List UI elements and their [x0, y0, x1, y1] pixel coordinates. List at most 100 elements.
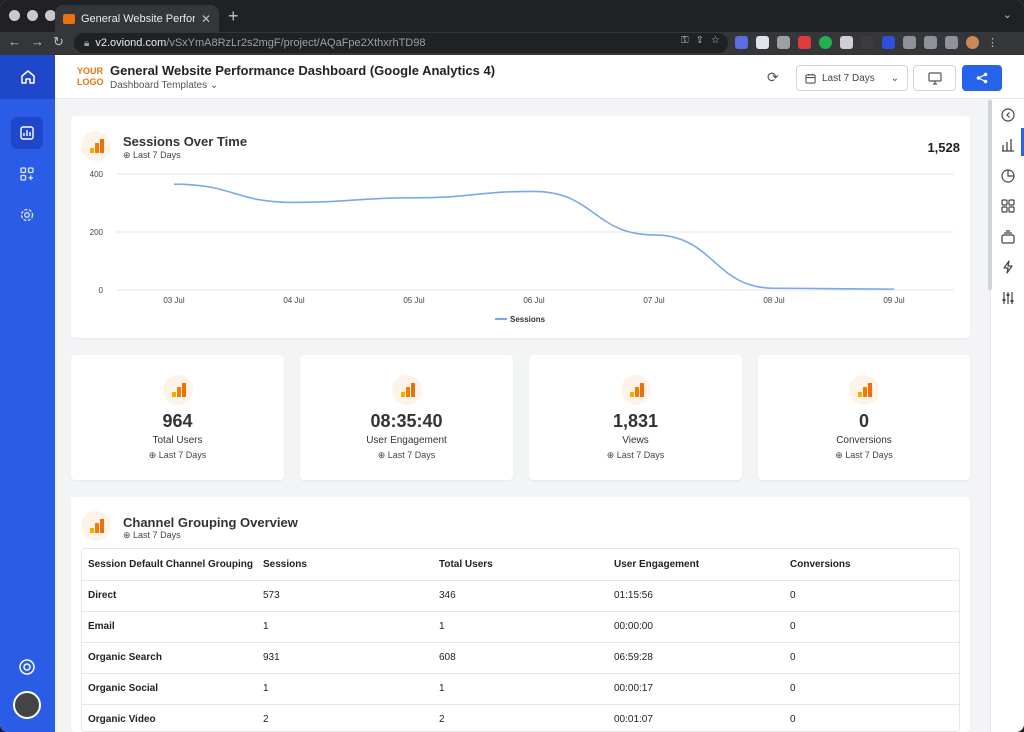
date-caption: ⊕ Last 7 Days: [606, 450, 665, 460]
avatar[interactable]: [13, 691, 41, 719]
table-cell: Direct: [82, 580, 257, 612]
extension-icon[interactable]: [882, 36, 895, 49]
sessions-line-chart: 400 200 0 03 Jul 04 Jul 05 Jul 06 Jul 07 Jul 08 …: [90, 170, 954, 324]
table-row: Organic Video 2 2 00:01:07 0: [82, 704, 959, 731]
puzzle-icon[interactable]: [903, 36, 916, 49]
integrations-icon[interactable]: [11, 158, 43, 190]
extension-icon[interactable]: [756, 36, 769, 49]
reload-icon[interactable]: ↻: [53, 34, 64, 49]
table-row: Direct 573 346 01:15:56 0: [82, 580, 959, 612]
table-cell: Email: [82, 611, 257, 643]
extension-icon[interactable]: [777, 36, 790, 49]
refresh-icon[interactable]: ⟳: [767, 69, 779, 85]
x-tick-label: 03 Jul: [163, 296, 185, 305]
favicon-icon: [63, 13, 75, 24]
table-cell: 00:01:07: [608, 704, 784, 731]
stat-label: Total Users: [152, 435, 203, 446]
reports-icon[interactable]: [11, 117, 43, 149]
column-header[interactable]: Conversions: [784, 549, 959, 581]
column-header[interactable]: Session Default Channel Grouping: [82, 549, 257, 581]
settings-icon[interactable]: [11, 199, 43, 231]
date-range-select[interactable]: Last 7 Days ⌄: [796, 65, 908, 91]
browser-tab[interactable]: General Website Performance ✕: [55, 5, 219, 32]
breadcrumb[interactable]: Dashboard Templates ⌄: [110, 80, 219, 91]
profile-avatar[interactable]: [966, 36, 979, 49]
table-cell: Organic Search: [82, 642, 257, 674]
extension-icon[interactable]: [861, 36, 874, 49]
address-bar: ← → ↻ 🔒︎ v2.oviond.com/vSxYmA8RzLr2s2mgF…: [0, 32, 1024, 55]
chevron-down-icon: ⌄: [890, 72, 899, 84]
stat-label: User Engagement: [366, 435, 447, 446]
present-button[interactable]: [913, 65, 956, 91]
table-cell: 0: [784, 642, 959, 674]
stat-label: Conversions: [836, 435, 892, 446]
url-input[interactable]: 🔒︎ v2.oviond.com/vSxYmA8RzLr2s2mgF/proje…: [74, 33, 728, 53]
collapse-icon[interactable]: [1001, 108, 1015, 122]
x-tick-label: 07 Jul: [643, 296, 665, 305]
stat-card-user-engagement: 08:35:40 User Engagement ⊕ Last 7 Days: [300, 355, 513, 480]
x-tick-label: 04 Jul: [283, 296, 305, 305]
date-caption: ⊕ Last 7 Days: [835, 450, 893, 460]
stat-card-conversions: 0 Conversions ⊕ Last 7 Days: [758, 355, 970, 480]
bolt-icon[interactable]: [1001, 260, 1015, 274]
close-icon[interactable]: ✕: [200, 11, 211, 26]
table-header-row: Session Default Channel Grouping Session…: [82, 549, 959, 581]
dashboard-header: YOUR LOGO General Website Performance Da…: [55, 55, 1024, 99]
date-caption: ⊕ Last 7 Days: [123, 530, 181, 540]
layers-icon[interactable]: [1001, 230, 1015, 244]
help-icon[interactable]: [11, 651, 43, 683]
forward-icon[interactable]: →: [31, 34, 44, 49]
column-header[interactable]: User Engagement: [608, 549, 784, 581]
home-icon[interactable]: [0, 55, 55, 99]
column-header[interactable]: Sessions: [257, 549, 433, 581]
tab-title: General Website Performance: [81, 12, 195, 25]
stat-value: 1,831: [612, 411, 659, 431]
extensions-bar: ⋮: [735, 36, 1000, 49]
lock-icon: 🔒︎: [84, 37, 90, 49]
menu-icon[interactable]: ⋮: [987, 37, 998, 49]
table-cell: 00:00:17: [608, 673, 784, 705]
table-cell: 1: [433, 673, 608, 705]
google-analytics-icon: [81, 131, 111, 161]
sessions-total: 1,528: [927, 140, 960, 155]
star-icon[interactable]: ☆: [711, 35, 720, 46]
window-controls[interactable]: [9, 10, 56, 21]
column-header[interactable]: Total Users: [433, 549, 608, 581]
extension-icon[interactable]: [798, 36, 811, 49]
chevron-down-icon[interactable]: ⌄: [1002, 9, 1012, 21]
sliders-icon[interactable]: [1001, 291, 1015, 305]
table-cell: 0: [784, 580, 959, 612]
table-cell: 2: [433, 704, 608, 731]
google-analytics-icon: [163, 375, 193, 405]
date-caption: ⊕ Last 7 Days: [148, 450, 207, 460]
date-caption: ⊕ Last 7 Days: [377, 450, 436, 460]
table-cell: 1: [257, 673, 433, 705]
url-path: /vSxYmA8RzLr2s2mgF/project/AQaFpe2Xthxrh…: [166, 37, 426, 49]
back-icon[interactable]: ←: [8, 34, 21, 49]
extension-icon[interactable]: [819, 36, 832, 49]
new-tab-icon[interactable]: +: [228, 6, 239, 26]
download-icon[interactable]: [924, 36, 937, 49]
url-host: v2.oviond.com: [95, 37, 167, 49]
grid-icon[interactable]: [1001, 199, 1015, 213]
series-line-sessions: [173, 183, 895, 290]
key-icon[interactable]: ⚿: [681, 35, 689, 46]
sidepanel-icon[interactable]: [945, 36, 958, 49]
bar-chart-icon[interactable]: [1001, 138, 1015, 152]
card-title: Channel Grouping Overview: [123, 515, 298, 530]
table-row: Organic Social 1 1 00:00:17 0: [82, 673, 959, 705]
extension-icon[interactable]: [735, 36, 748, 49]
x-tick-label: 09 Jul: [883, 296, 905, 305]
pie-chart-icon[interactable]: [1001, 169, 1015, 183]
sessions-card: Sessions Over Time ⊕ Last 7 Days 1,528 4…: [71, 116, 970, 338]
share-button[interactable]: [962, 65, 1002, 91]
scrollbar[interactable]: [988, 100, 992, 290]
x-tick-label: 08 Jul: [763, 296, 785, 305]
calendar-icon: [805, 73, 816, 84]
share-icon[interactable]: ⇪: [695, 35, 705, 46]
x-tick-label: 06 Jul: [523, 296, 545, 305]
card-title: Sessions Over Time: [123, 134, 248, 149]
google-analytics-icon: [621, 375, 651, 405]
extension-icon[interactable]: [840, 36, 853, 49]
